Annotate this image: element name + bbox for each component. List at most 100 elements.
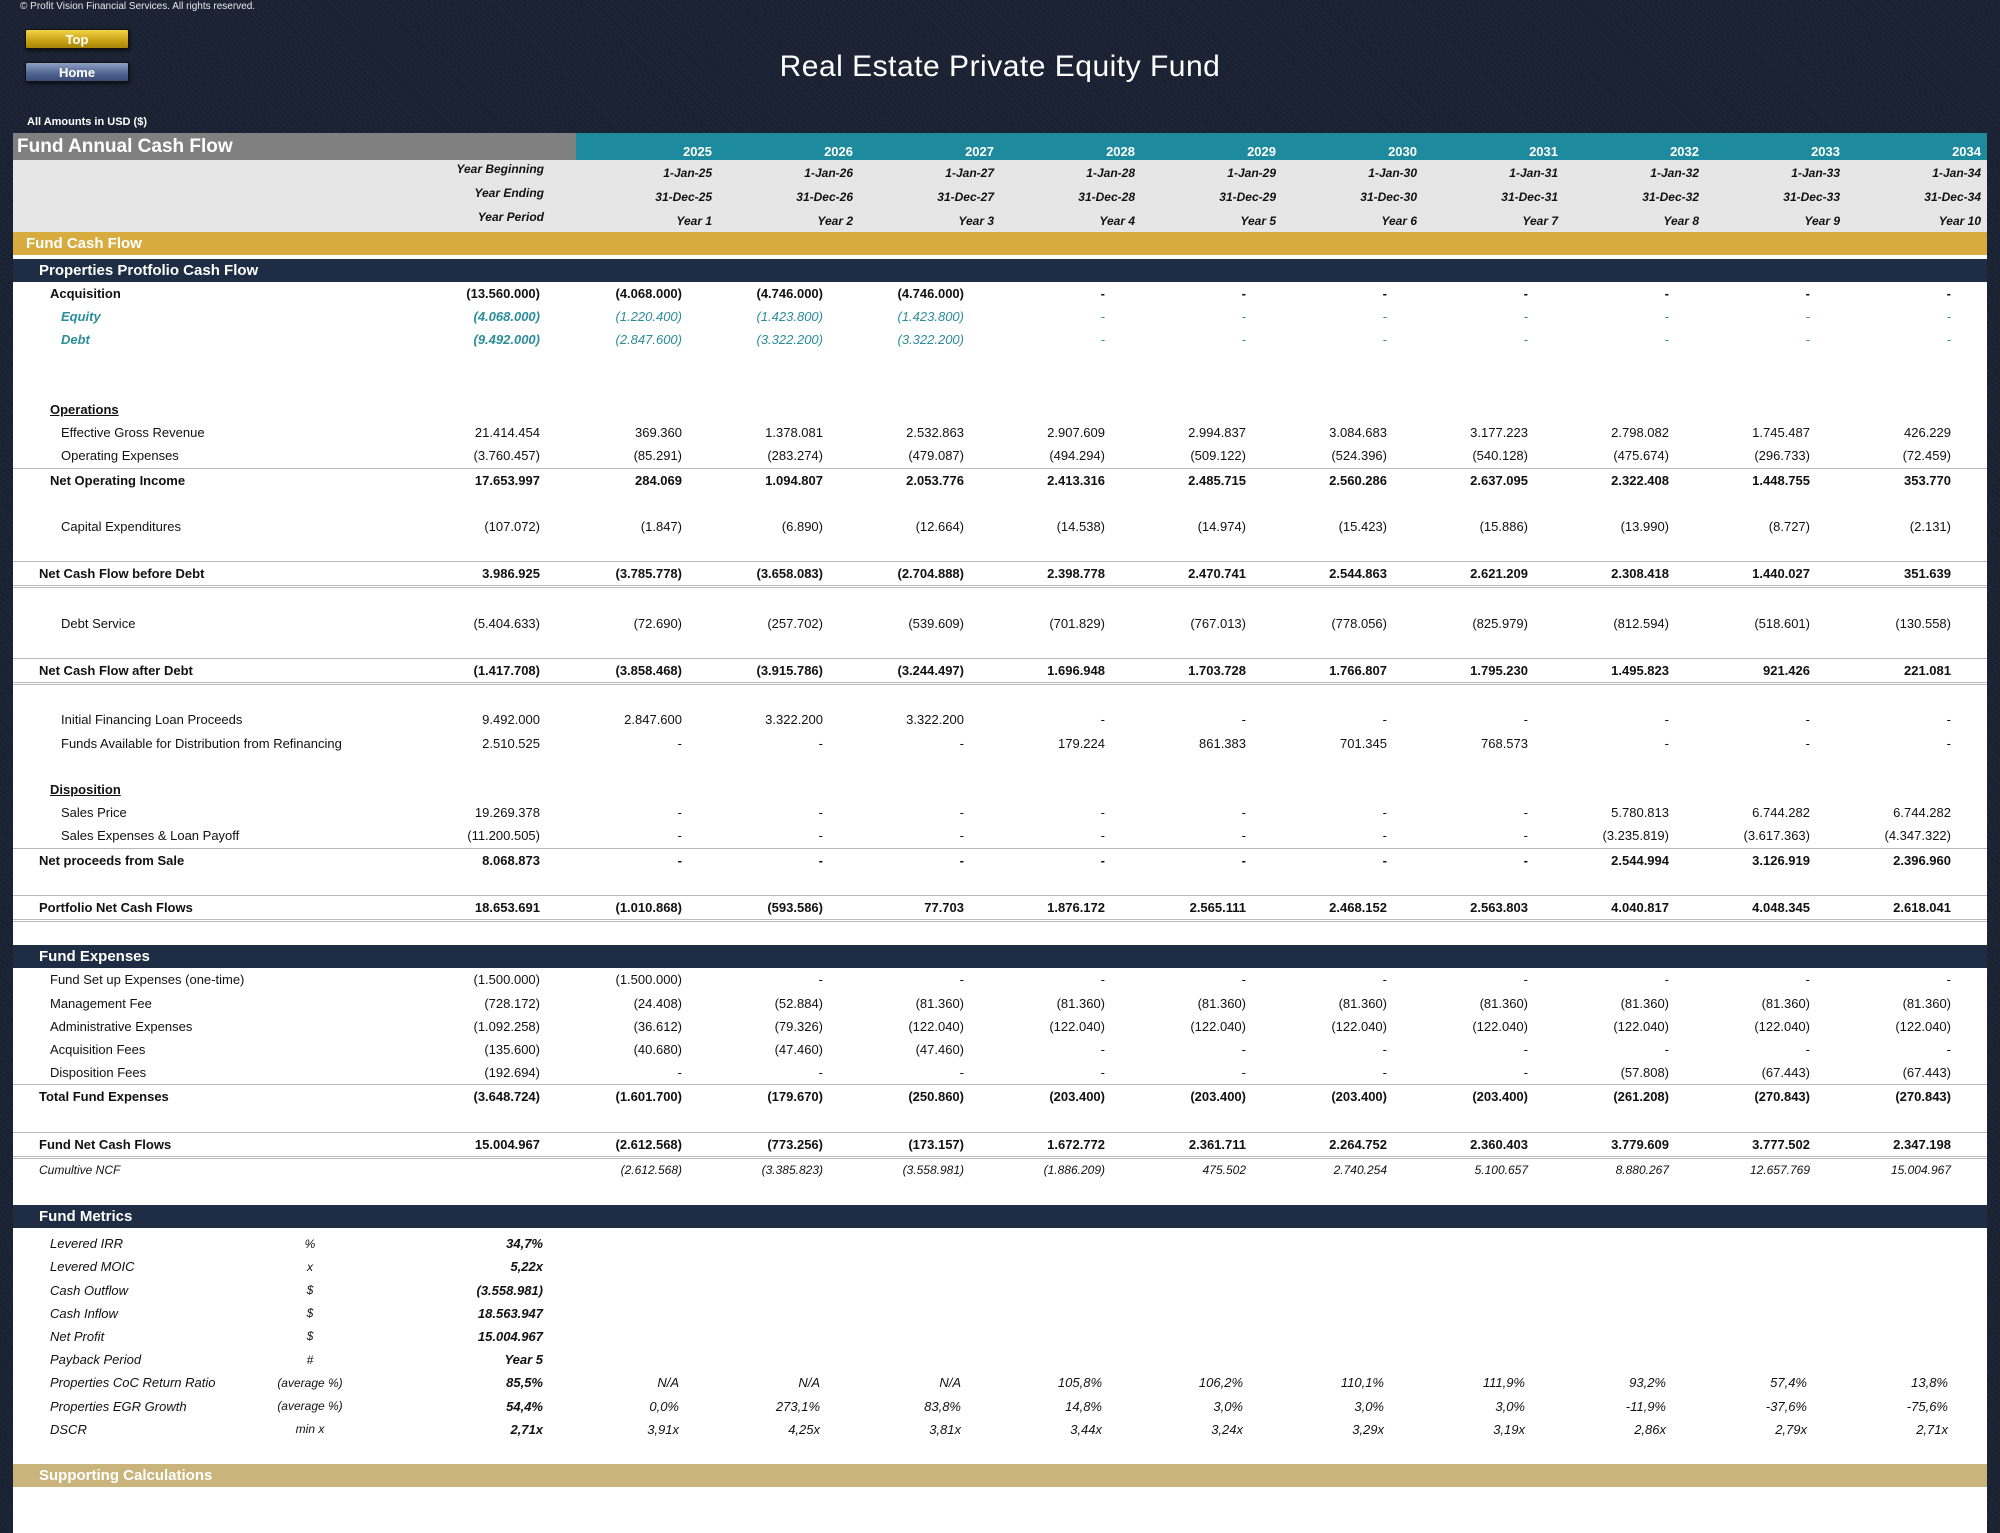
value-cell: (2.612.568) (615, 1136, 683, 1152)
value-cell: 1.448.755 (1752, 472, 1810, 488)
row-label-text: Debt (61, 332, 90, 348)
value-cell: (4.347.322) (1884, 828, 1952, 844)
value-cell: (47.460) (915, 1041, 964, 1057)
top-button[interactable]: Top (25, 29, 129, 49)
value-cell: 1.672.772 (1047, 1136, 1105, 1152)
row-values: (72.690) (257.702) (539.609) (701.829) (767.… (546, 616, 1956, 631)
row-label-text: Net Operating Income (50, 472, 186, 488)
row-total: (3.760.457) (473, 448, 541, 464)
value-cell: - (1241, 1065, 1246, 1081)
metric-cell: 4,25x (788, 1421, 820, 1437)
value-cell: (203.400) (1190, 1089, 1246, 1105)
value-cell: 2.413.316 (1047, 472, 1105, 488)
sheet-title: Fund Annual Cash Flow (13, 133, 576, 160)
row-total: 17.653.997 (474, 472, 540, 488)
row-label: Net Operating Income (13, 473, 410, 488)
value-cell: (13.990) (1620, 518, 1669, 534)
blank-row (13, 635, 1987, 659)
date-cell: Year 3 (958, 214, 994, 228)
value-cell: 351.639 (1904, 566, 1951, 582)
table-row: Net Cash Flow before Debt 3.986.925 (3.785… (13, 562, 1987, 589)
metric-row: Properties EGR Growth (average %) 54,4% 0,0… (13, 1394, 1987, 1417)
value-cell: 2.398.778 (1047, 566, 1105, 582)
date-cell: 1-Jan-29 (1227, 166, 1276, 180)
value-cell: (14.974) (1197, 518, 1246, 534)
value-cell: - (677, 852, 682, 868)
row-values: (2.612.568) (773.256) (173.157) 1.672.772 2.… (546, 1137, 1956, 1152)
row-label-text: Sales Expenses & Loan Payoff (61, 828, 240, 844)
section-portfolio-cash-flow: Properties Protfolio Cash Flow (13, 259, 1987, 282)
table-row: Funds Available for Distribution from Re… (13, 732, 1987, 755)
value-cell: (2.847.600) (615, 332, 683, 348)
value-cell: (1.423.800) (897, 309, 965, 325)
value-cell: 2.565.111 (1189, 899, 1246, 915)
home-button[interactable]: Home (25, 62, 129, 82)
value-cell: 1.696.948 (1047, 663, 1105, 679)
value-cell: 2.621.209 (1470, 566, 1528, 582)
value-cell: (773.256) (767, 1136, 823, 1152)
value-cell: - (1241, 332, 1246, 348)
section-fund-metrics: Fund Metrics (13, 1205, 1987, 1229)
table-row: Acquisition (13.560.000) (4.068.000) (4.746… (13, 282, 1987, 305)
value-cell: - (1100, 712, 1105, 728)
value-cell: (270.843) (1754, 1089, 1810, 1105)
row-label-text: Total Fund Expenses (39, 1089, 169, 1105)
date-cell: 1-Jan-32 (1650, 166, 1699, 180)
value-cell: (81.360) (1197, 995, 1246, 1011)
row-total: (107.072) (484, 518, 540, 534)
row-values: (1.847) (6.890) (12.664) (14.538) (14.974) (1… (546, 519, 1956, 534)
metric-label: DSCR (50, 1421, 87, 1437)
metric-cell: 3,0% (1213, 1398, 1243, 1414)
row-label: Total Fund Expenses (13, 1089, 410, 1104)
row-label-text: Acquisition (50, 286, 121, 302)
value-cell: - (1946, 1041, 1951, 1057)
row-label: Fund Net Cash Flows (13, 1137, 410, 1152)
value-cell: (261.208) (1613, 1089, 1669, 1105)
value-cell: - (818, 1065, 823, 1081)
date-cell: Year 2 (817, 214, 853, 228)
table-row: Effective Gross Revenue 21.414.454 369.360… (13, 421, 1987, 444)
value-cell: - (1664, 286, 1669, 302)
value-cell: (270.843) (1895, 1089, 1951, 1105)
value-cell: (3.658.083) (756, 566, 824, 582)
table-row: Debt (9.492.000) (2.847.600) (3.322.200) (3.… (13, 328, 1987, 351)
metric-label: Properties EGR Growth (50, 1398, 187, 1414)
row-total: (1.092.258) (473, 1018, 541, 1034)
value-cell: - (1100, 309, 1105, 325)
row-label: Effective Gross Revenue (13, 425, 410, 440)
value-cell: (52.884) (774, 995, 823, 1011)
value-cell: (1.601.700) (615, 1089, 683, 1105)
year-header-cell: 2029 (1247, 144, 1276, 159)
date-cell: 1-Jan-28 (1086, 166, 1135, 180)
metric-cell: 93,2% (1629, 1375, 1666, 1391)
value-cell: 2.798.082 (1611, 425, 1669, 441)
table-row: Capital Expenditures (107.072) (1.847) (6.8… (13, 515, 1987, 538)
value-cell: (57.808) (1620, 1065, 1669, 1081)
metric-cell: 111,9% (1482, 1375, 1525, 1391)
value-cell: (3.322.200) (756, 332, 824, 348)
row-label: Net Cash Flow after Debt (13, 663, 410, 678)
row-values: (1.601.700) (179.670) (250.860) (203.400) (2… (546, 1089, 1956, 1104)
row-values: - - - - - - - 5.780.813 6.744.282 6.744.282 (546, 805, 1956, 820)
value-cell: 353.770 (1904, 472, 1951, 488)
section-fund-expenses: Fund Expenses (13, 945, 1987, 969)
metric-values: N/A N/A N/A 105,8% 106,2% 110,1% 111,9% 93,2% 57… (543, 1375, 1953, 1390)
value-cell: 4.048.345 (1752, 899, 1810, 915)
value-cell: (509.122) (1190, 448, 1246, 464)
date-cell: Year 4 (1099, 214, 1135, 228)
cash-flow-sheet: Fund Annual Cash Flow 2025 2026 2027 2028 20… (13, 133, 1987, 1533)
value-cell: (1.010.868) (615, 899, 683, 915)
row-label: Acquisition Fees (13, 1042, 410, 1057)
value-cell: 2.907.609 (1047, 425, 1105, 441)
value-cell: (2.704.888) (897, 566, 965, 582)
value-cell: 5.100.657 (1474, 1163, 1528, 1178)
value-cell: (524.396) (1331, 448, 1387, 464)
value-cell: 1.745.487 (1752, 425, 1810, 441)
value-cell: - (677, 1065, 682, 1081)
date-cell: 1-Jan-25 (663, 166, 712, 180)
row-total: (192.694) (484, 1065, 540, 1081)
metric-cell: 3,44x (1070, 1421, 1102, 1437)
value-cell: - (1946, 735, 1951, 751)
table-row: Debt Service (5.404.633) (72.690) (257.702)… (13, 612, 1987, 635)
row-values: (1.500.000) - - - - - - - - - (546, 972, 1956, 987)
